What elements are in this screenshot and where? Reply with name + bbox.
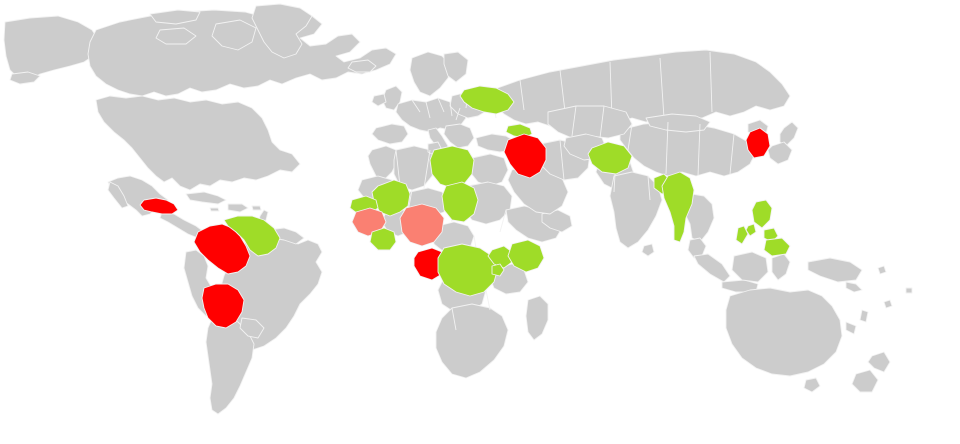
- country-afghanistan[interactable]: [587, 141, 633, 175]
- country-australia[interactable]: [725, 287, 843, 377]
- country-colombia[interactable]: [193, 223, 251, 275]
- victoria-island[interactable]: [155, 27, 197, 45]
- horn-of-africa[interactable]: [541, 209, 573, 233]
- philippines-luzon[interactable]: [751, 199, 773, 229]
- pacific-islands-solomon[interactable]: [845, 281, 863, 293]
- country-russia[interactable]: [491, 49, 791, 127]
- scandinavia[interactable]: [409, 51, 453, 97]
- country-myanmar[interactable]: [661, 171, 695, 243]
- philippines-mindanao[interactable]: [763, 237, 791, 257]
- country-new-zealand-north[interactable]: [867, 351, 891, 373]
- country-iceland[interactable]: [347, 59, 377, 73]
- country-kenya[interactable]: [507, 239, 545, 273]
- country-spain-portugal[interactable]: [371, 123, 409, 145]
- country-bolivia[interactable]: [201, 283, 245, 329]
- country-japan[interactable]: [779, 121, 799, 147]
- country-united-states[interactable]: [95, 95, 301, 191]
- philippines-palawan[interactable]: [735, 225, 749, 245]
- country-venezuela[interactable]: [223, 215, 281, 257]
- island-cuba[interactable]: [185, 191, 227, 205]
- southern-africa[interactable]: [435, 303, 509, 379]
- island-jamaica[interactable]: [209, 207, 220, 212]
- island-puerto-rico[interactable]: [251, 205, 262, 211]
- country-kazakhstan[interactable]: [547, 105, 633, 139]
- island-sumatra[interactable]: [693, 253, 731, 283]
- country-iraq[interactable]: [503, 133, 547, 179]
- region-oceania: [725, 265, 913, 393]
- balkans-greece[interactable]: [443, 123, 475, 149]
- region-north-america: [3, 3, 397, 239]
- country-chad[interactable]: [441, 181, 479, 223]
- country-egypt[interactable]: [469, 153, 509, 187]
- country-paraguay-uruguay[interactable]: [239, 317, 265, 339]
- country-ireland[interactable]: [371, 93, 387, 107]
- pacific-islands-micronesia[interactable]: [877, 265, 887, 275]
- canadian-arctic-islands[interactable]: [149, 9, 201, 25]
- country-new-zealand-south[interactable]: [851, 369, 879, 393]
- country-cote-divoire[interactable]: [369, 227, 397, 251]
- country-nigeria[interactable]: [399, 203, 445, 247]
- pacific-islands-samoa[interactable]: [905, 287, 913, 294]
- pacific-islands-fiji[interactable]: [883, 299, 893, 309]
- country-rwanda-burundi[interactable]: [491, 263, 505, 277]
- country-honduras[interactable]: [139, 197, 179, 215]
- baja-california[interactable]: [107, 181, 129, 209]
- country-uganda[interactable]: [487, 245, 513, 269]
- country-dr-congo[interactable]: [437, 243, 499, 297]
- baffin-island[interactable]: [211, 19, 257, 51]
- region-europe: [347, 49, 791, 153]
- country-south-korea[interactable]: [745, 127, 771, 159]
- island-tasmania[interactable]: [803, 377, 821, 393]
- country-sri-lanka[interactable]: [641, 243, 655, 257]
- pacific-islands-newcaledonia[interactable]: [845, 321, 857, 335]
- philippines-mindoro[interactable]: [745, 223, 757, 237]
- island-new-guinea[interactable]: [807, 257, 863, 283]
- country-ukraine[interactable]: [459, 85, 515, 115]
- country-greenland[interactable]: [251, 3, 313, 59]
- country-morocco-westernsahara[interactable]: [367, 145, 399, 181]
- country-finland[interactable]: [443, 51, 469, 83]
- country-mongolia[interactable]: [645, 113, 711, 133]
- country-philippines[interactable]: [735, 199, 791, 257]
- pacific-islands-vanuatu[interactable]: [859, 309, 869, 323]
- japan-honshu[interactable]: [767, 141, 793, 165]
- island-borneo[interactable]: [731, 251, 769, 283]
- country-united-states-alaska[interactable]: [3, 15, 101, 81]
- alaska-peninsula[interactable]: [9, 71, 41, 85]
- region-south-america: [183, 215, 323, 415]
- island-hispaniola[interactable]: [227, 203, 249, 213]
- country-madagascar[interactable]: [525, 295, 549, 341]
